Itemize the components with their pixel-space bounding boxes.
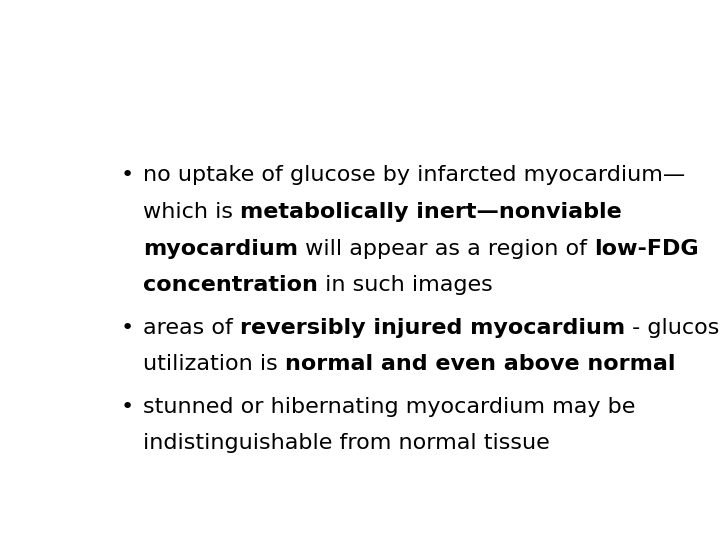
Text: metabolically inert—nonviable: metabolically inert—nonviable: [240, 202, 622, 222]
Text: - glucose: - glucose: [625, 318, 720, 338]
Text: no uptake of glucose by infarcted myocardium—: no uptake of glucose by infarcted myocar…: [143, 165, 685, 185]
Text: reversibly injured myocardium: reversibly injured myocardium: [240, 318, 625, 338]
Text: •: •: [121, 396, 134, 416]
Text: low-FDG: low-FDG: [594, 239, 698, 259]
Text: •: •: [121, 165, 134, 185]
Text: in such images: in such images: [318, 275, 492, 295]
Text: utilization is: utilization is: [143, 354, 285, 374]
Text: •: •: [121, 318, 134, 338]
Text: myocardium: myocardium: [143, 239, 298, 259]
Text: will appear as a region of: will appear as a region of: [298, 239, 594, 259]
Text: stunned or hibernating myocardium may be: stunned or hibernating myocardium may be: [143, 396, 635, 416]
Text: concentration: concentration: [143, 275, 318, 295]
Text: normal and even above normal: normal and even above normal: [285, 354, 675, 374]
Text: which is: which is: [143, 202, 240, 222]
Text: indistinguishable from normal tissue: indistinguishable from normal tissue: [143, 433, 550, 453]
Text: areas of: areas of: [143, 318, 240, 338]
